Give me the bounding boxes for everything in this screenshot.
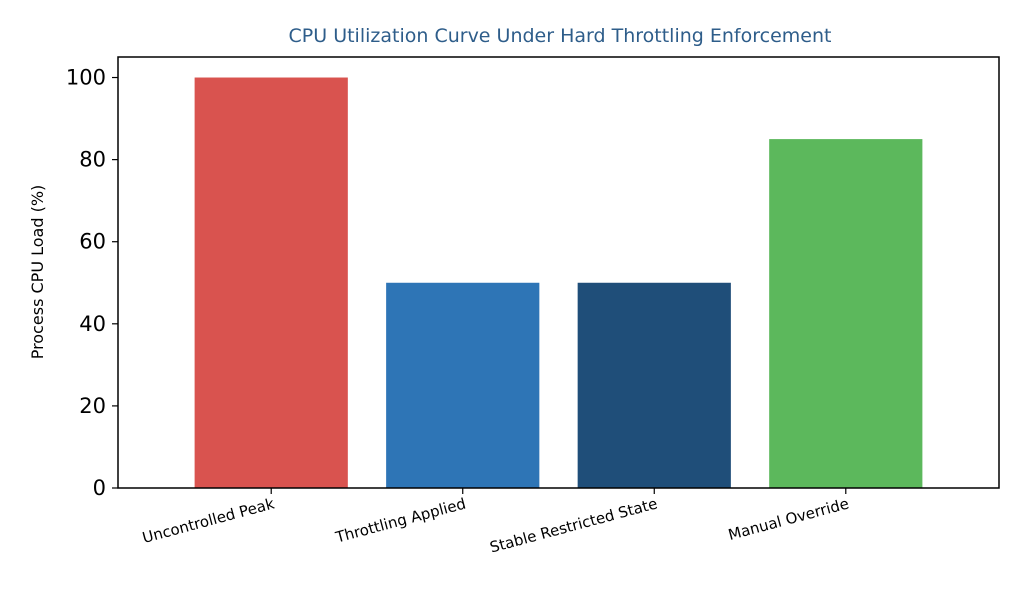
x-tick-label-3: Manual Override <box>726 494 851 544</box>
x-tick-label-1: Throttling Applied <box>333 494 468 546</box>
plot-frame <box>117 56 1000 489</box>
chart-title: CPU Utilization Curve Under Hard Throttl… <box>289 25 832 47</box>
bar-0 <box>194 77 348 489</box>
y-tick-label-0: 0 <box>93 476 106 500</box>
y-tick-label-2: 40 <box>79 312 106 336</box>
x-axis: Uncontrolled Peak Throttling Applied Stabl… <box>140 488 851 557</box>
y-axis-label: Process CPU Load (%) <box>28 185 47 360</box>
x-tick-label-0: Uncontrolled Peak <box>140 494 276 547</box>
y-tick-label-3: 60 <box>79 230 106 254</box>
bar-2 <box>577 282 731 488</box>
bars-layer <box>194 77 923 489</box>
y-tick-label-1: 20 <box>79 394 106 418</box>
x-tick-label-2: Stable Restricted State <box>488 494 659 556</box>
bar-3 <box>769 139 923 488</box>
y-tick-label-5: 100 <box>66 66 106 90</box>
y-tick-label-4: 80 <box>79 148 106 172</box>
y-axis: 0 20 40 60 80 100 <box>66 66 118 500</box>
bar-1 <box>386 282 540 488</box>
